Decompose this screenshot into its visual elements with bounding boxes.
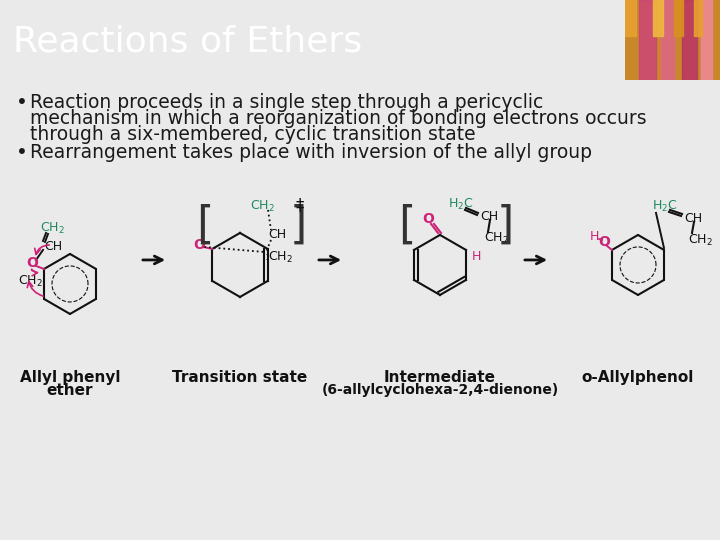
Text: CH: CH [268, 228, 286, 241]
Text: CH$_2$: CH$_2$ [250, 199, 275, 214]
Text: O: O [26, 256, 38, 270]
Bar [694, 0, 702, 36]
Text: O: O [422, 212, 434, 226]
Text: through a six-membered, cyclic transition state: through a six-membered, cyclic transitio… [30, 125, 476, 144]
Text: CH: CH [480, 211, 498, 224]
Text: [: [ [398, 204, 415, 246]
Text: (6-allylcyclohexa-2,4-dienone): (6-allylcyclohexa-2,4-dienone) [321, 383, 559, 397]
Text: Allyl phenyl: Allyl phenyl [19, 370, 120, 385]
Bar [701, 0, 712, 80]
Text: [: [ [196, 204, 213, 246]
Text: Reactions of Ethers: Reactions of Ethers [13, 24, 362, 58]
Text: ‡: ‡ [295, 196, 303, 214]
Text: ether: ether [47, 383, 94, 398]
Bar [625, 0, 636, 36]
Text: CH$_2$: CH$_2$ [484, 232, 509, 246]
Text: ]: ] [497, 204, 514, 246]
Text: Transition state: Transition state [172, 370, 307, 385]
Text: O: O [598, 235, 610, 249]
Bar [639, 0, 657, 80]
Text: :CH$_2$: :CH$_2$ [264, 249, 293, 265]
Text: H$_2$C: H$_2$C [448, 198, 474, 213]
Text: o-Allylphenol: o-Allylphenol [582, 370, 694, 385]
Text: H$_2$C: H$_2$C [652, 199, 678, 214]
Text: CH: CH [44, 240, 62, 253]
Text: Reaction proceeds in a single step through a pericyclic: Reaction proceeds in a single step throu… [30, 93, 544, 112]
Text: CH$_2$: CH$_2$ [18, 273, 43, 288]
Text: Rearrangement takes place with inversion of the allyl group: Rearrangement takes place with inversion… [30, 143, 592, 162]
Text: ]: ] [290, 204, 307, 246]
Text: •: • [16, 143, 28, 162]
Text: H: H [590, 231, 599, 244]
Text: mechanism in which a reorganization of bonding electrons occurs: mechanism in which a reorganization of b… [30, 109, 647, 128]
Text: O: O [194, 238, 205, 252]
Text: Intermediate: Intermediate [384, 370, 496, 385]
Text: •: • [16, 93, 28, 112]
Text: H: H [472, 251, 481, 264]
Text: CH$_2$: CH$_2$ [688, 233, 713, 248]
Bar [682, 0, 697, 80]
Text: CH$_2$: CH$_2$ [40, 221, 65, 237]
Bar [654, 0, 663, 36]
Bar [661, 0, 675, 80]
Text: CH: CH [684, 212, 702, 225]
Bar [675, 0, 683, 36]
